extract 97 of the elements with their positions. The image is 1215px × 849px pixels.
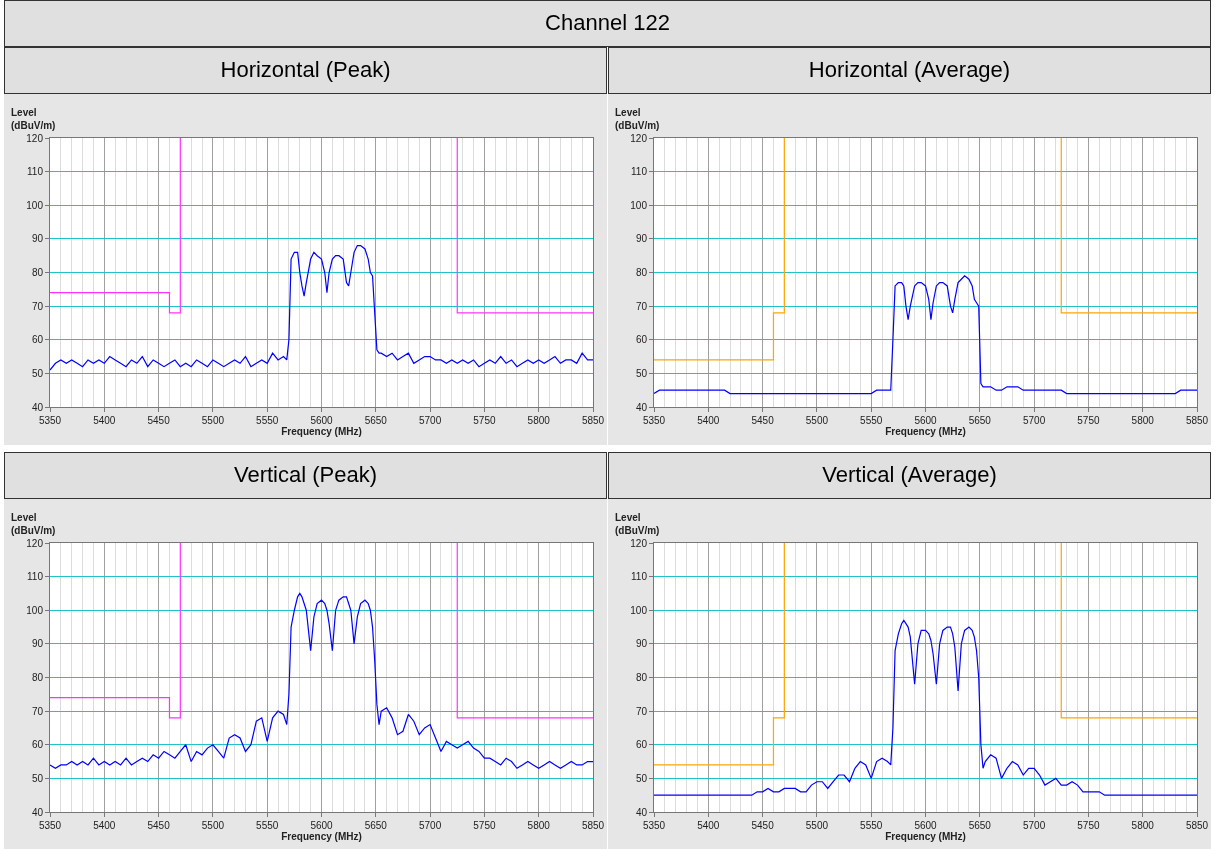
y-axis-title: Level (dBuV/m) xyxy=(615,512,660,536)
y-tick-label: 60 xyxy=(31,739,44,751)
x-tick-label: 5400 xyxy=(93,415,116,426)
x-tick-label: 5550 xyxy=(256,820,279,831)
line-series xyxy=(654,275,1197,395)
y-tick-label: 120 xyxy=(630,537,648,549)
chart-title: Vertical (Peak) xyxy=(4,452,607,499)
y-tick-label: 40 xyxy=(635,401,648,413)
y-axis-title: Level (dBuV/m) xyxy=(11,107,56,131)
x-tick-label: 5750 xyxy=(473,820,496,831)
x-tick-label: 5700 xyxy=(418,820,442,831)
x-tick-label: 5700 xyxy=(1022,820,1046,831)
x-axis-title: Frequency (MHz) xyxy=(885,831,966,842)
x-tick-label: 5700 xyxy=(418,415,442,426)
chart-title: Horizontal (Average) xyxy=(608,47,1211,94)
x-tick-label: 5800 xyxy=(527,820,551,831)
y-tick-label: 90 xyxy=(31,638,44,650)
x-tick-label: 5700 xyxy=(1022,415,1046,426)
y-tick-label: 80 xyxy=(635,267,648,278)
y-tick-label: 80 xyxy=(635,672,648,683)
x-tick-label: 5600 xyxy=(310,415,334,426)
x-tick-label: 5850 xyxy=(1185,820,1209,831)
x-tick-label: 5750 xyxy=(1077,820,1100,831)
x-tick-label: 5450 xyxy=(147,820,171,831)
y-tick-label: 90 xyxy=(31,233,44,245)
x-tick-label: 5800 xyxy=(1131,415,1155,426)
x-axis-title: Frequency (MHz) xyxy=(281,831,362,842)
y-tick-label: 40 xyxy=(31,401,44,413)
x-tick-label: 5500 xyxy=(201,415,225,426)
y-tick-label: 90 xyxy=(635,233,648,245)
chart-title: Vertical (Average) xyxy=(608,452,1211,499)
x-tick-label: 5500 xyxy=(201,820,225,831)
y-tick-label: 110 xyxy=(27,166,44,178)
x-tick-label: 5850 xyxy=(581,415,605,426)
text: Channel 122 xyxy=(4,0,1211,47)
line-series xyxy=(50,592,593,769)
y-tick-label: 50 xyxy=(31,367,44,379)
x-tick-label: 5500 xyxy=(805,415,829,426)
y-tick-label: 60 xyxy=(31,334,44,346)
x-tick-label: 5750 xyxy=(473,415,496,426)
y-tick-label: 120 xyxy=(26,132,44,144)
x-tick-label: 5650 xyxy=(968,415,992,426)
x-tick-label: 5650 xyxy=(364,820,388,831)
x-tick-label: 5650 xyxy=(968,820,992,831)
y-tick-label: 50 xyxy=(635,367,648,379)
x-tick-label: 5800 xyxy=(1131,820,1155,831)
y-tick-label: 110 xyxy=(631,571,648,583)
x-tick-label: 5550 xyxy=(860,820,883,831)
line-series xyxy=(654,619,1197,796)
x-tick-label: 5400 xyxy=(697,820,720,831)
x-tick-label: 5650 xyxy=(364,415,388,426)
y-tick-label: 120 xyxy=(630,132,648,144)
x-tick-label: 5550 xyxy=(860,415,883,426)
x-axis-title: Frequency (MHz) xyxy=(281,426,362,437)
y-tick-label: 40 xyxy=(635,806,648,818)
x-tick-label: 5350 xyxy=(642,820,666,831)
x-tick-label: 5400 xyxy=(697,415,720,426)
y-tick-label: 100 xyxy=(26,604,44,616)
x-tick-label: 5850 xyxy=(1185,415,1209,426)
y-tick-label: 80 xyxy=(31,672,44,683)
x-tick-label: 5450 xyxy=(751,415,775,426)
y-tick-label: 50 xyxy=(635,772,648,784)
x-axis-title: Frequency (MHz) xyxy=(885,426,966,437)
x-tick-label: 5500 xyxy=(805,820,829,831)
y-axis-title: Level (dBuV/m) xyxy=(615,107,660,131)
y-axis-title: Level (dBuV/m) xyxy=(11,512,56,536)
y-tick-label: 100 xyxy=(630,199,648,211)
x-tick-label: 5750 xyxy=(1077,415,1100,426)
y-tick-label: 90 xyxy=(635,638,648,650)
y-tick-label: 60 xyxy=(635,739,648,751)
x-tick-label: 5450 xyxy=(147,415,171,426)
y-tick-label: 80 xyxy=(31,267,44,278)
y-tick-label: 70 xyxy=(31,300,44,312)
y-tick-label: 100 xyxy=(630,604,648,616)
y-tick-label: 40 xyxy=(31,806,44,818)
x-tick-label: 5400 xyxy=(93,820,116,831)
x-tick-label: 5550 xyxy=(256,415,279,426)
x-tick-label: 5600 xyxy=(310,820,334,831)
x-tick-label: 5350 xyxy=(38,415,62,426)
x-tick-label: 5350 xyxy=(38,820,62,831)
x-tick-label: 5800 xyxy=(527,415,551,426)
y-tick-label: 70 xyxy=(635,705,648,717)
y-tick-label: 50 xyxy=(31,772,44,784)
x-tick-label: 5600 xyxy=(914,820,938,831)
y-tick-label: 110 xyxy=(27,571,44,583)
y-tick-label: 120 xyxy=(26,537,44,549)
y-tick-label: 70 xyxy=(31,705,44,717)
y-tick-label: 100 xyxy=(26,199,44,211)
y-tick-label: 110 xyxy=(631,166,648,178)
x-tick-label: 5600 xyxy=(914,415,938,426)
chart-title: Horizontal (Peak) xyxy=(4,47,607,94)
x-tick-label: 5350 xyxy=(642,415,666,426)
y-tick-label: 60 xyxy=(635,334,648,346)
y-tick-label: 70 xyxy=(635,300,648,312)
line-series xyxy=(50,245,593,371)
x-tick-label: 5850 xyxy=(581,820,605,831)
x-tick-label: 5450 xyxy=(751,820,775,831)
